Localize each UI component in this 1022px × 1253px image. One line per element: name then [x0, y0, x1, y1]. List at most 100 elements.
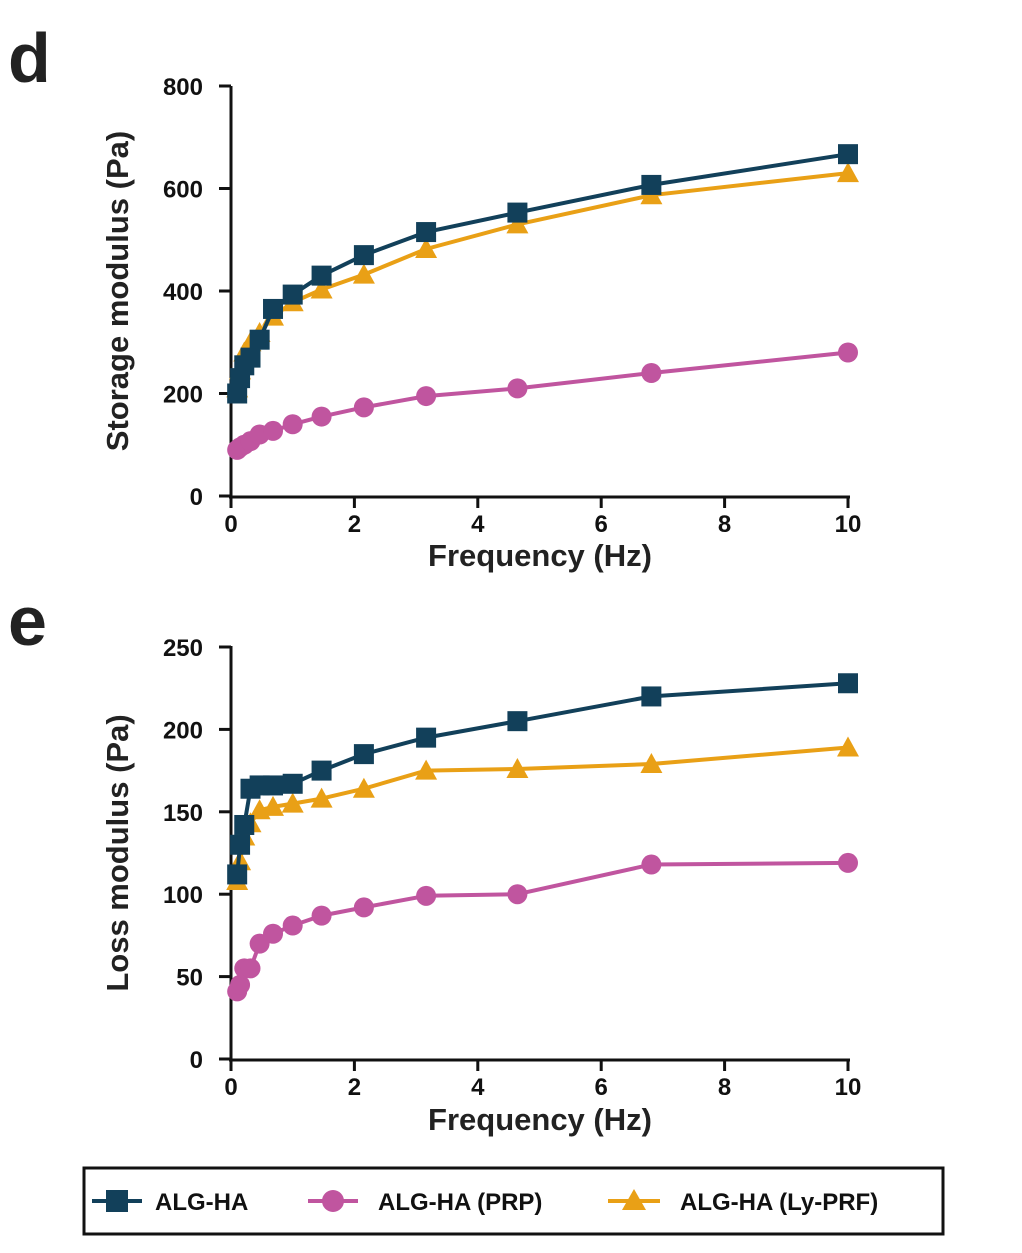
y-tick-label: 100	[163, 882, 203, 909]
data-point	[837, 736, 859, 757]
data-point	[506, 213, 529, 234]
data-point	[507, 884, 528, 905]
data-point	[507, 711, 528, 732]
data-point	[507, 202, 528, 223]
data-point	[353, 744, 374, 765]
data-point	[416, 386, 437, 407]
data-point	[641, 686, 662, 707]
data-point	[352, 263, 375, 284]
series-alg-ha-prp	[227, 342, 858, 460]
data-point	[282, 915, 303, 936]
square-marker-icon	[106, 1190, 128, 1212]
legend-label: ALG-HA (PRP)	[378, 1189, 542, 1216]
x-tick-label: 0	[224, 1074, 237, 1101]
data-point	[262, 795, 284, 816]
y-axis-title: Storage modulus (Pa)	[100, 131, 135, 451]
data-point	[641, 854, 662, 875]
legend-label: ALG-HA	[155, 1189, 248, 1216]
series-line	[235, 860, 849, 993]
data-point	[838, 342, 858, 363]
x-tick-label: 0	[224, 511, 237, 538]
y-tick-label: 200	[163, 382, 203, 409]
axis-ticks: 0 50 100 150 200 250 0 2 4 6 8 10	[163, 635, 861, 1101]
series-alg-ha-ly-prf	[226, 736, 859, 890]
data-point	[263, 298, 284, 319]
loss-modulus-chart: 0 50 100 150 200 250 0 2 4 6 8 10 Frequency (Hz) Lo…	[100, 635, 861, 1137]
data-point	[838, 673, 858, 694]
data-point	[240, 347, 261, 368]
x-tick-label: 4	[471, 511, 485, 538]
data-point	[641, 174, 662, 195]
legend: ALG-HA ALG-HA (PRP) ALG-HA (Ly-PRF)	[82, 1166, 945, 1236]
data-point	[281, 792, 304, 813]
data-point	[416, 222, 437, 243]
series-alg-ha	[227, 673, 858, 885]
y-tick-label: 400	[163, 279, 203, 306]
data-point	[838, 852, 858, 873]
data-point	[415, 759, 438, 780]
data-point	[507, 378, 528, 399]
data-point	[310, 787, 333, 808]
x-tick-label: 10	[835, 1074, 862, 1101]
series-alg-ha-prp	[227, 852, 858, 1002]
data-point	[311, 760, 332, 781]
data-point	[311, 406, 332, 427]
data-point	[416, 727, 437, 748]
data-point	[282, 773, 303, 794]
data-point	[227, 383, 248, 404]
data-point	[234, 814, 255, 835]
panel-label-d: d	[8, 19, 51, 97]
series-layer	[226, 673, 859, 1002]
triangle-marker-icon	[622, 1189, 646, 1210]
y-tick-label: 150	[163, 800, 203, 827]
y-tick-label: 50	[176, 965, 203, 992]
legend-item-alg-ha-ly-prf: ALG-HA (Ly-PRF)	[608, 1189, 878, 1216]
data-point	[263, 775, 284, 796]
y-tick-label: 250	[163, 635, 203, 662]
data-point	[641, 363, 662, 383]
axis-ticks: 0 200 400 600 800 0 2 4 6 8 10	[163, 74, 861, 538]
legend-label: ALG-HA (Ly-PRF)	[680, 1189, 878, 1216]
series-line	[235, 350, 849, 452]
legend-item-alg-ha-prp: ALG-HA (PRP)	[308, 1189, 542, 1216]
y-tick-label: 800	[163, 74, 203, 101]
x-tick-label: 8	[718, 511, 731, 538]
y-tick-label: 0	[190, 484, 203, 511]
y-tick-label: 0	[190, 1047, 203, 1074]
data-point	[282, 414, 303, 435]
data-point	[415, 238, 438, 258]
x-axis-title: Frequency (Hz)	[428, 1102, 652, 1137]
data-point	[353, 897, 374, 918]
series-layer	[226, 144, 859, 460]
data-point	[311, 905, 332, 926]
data-point	[227, 864, 248, 885]
x-tick-label: 10	[835, 511, 862, 538]
data-point	[416, 885, 437, 906]
y-tick-label: 600	[163, 177, 203, 204]
y-axis-title: Loss modulus (Pa)	[100, 714, 135, 991]
panel-label-e: e	[8, 582, 47, 660]
y-tick-label: 200	[163, 717, 203, 744]
legend-frame	[82, 1166, 945, 1236]
data-point	[640, 753, 663, 773]
data-point	[310, 278, 333, 299]
data-point	[837, 162, 859, 183]
x-tick-label: 4	[471, 1074, 485, 1101]
data-point	[311, 265, 332, 286]
data-point	[506, 758, 529, 778]
data-point	[240, 958, 261, 979]
x-tick-label: 6	[595, 511, 608, 538]
data-point	[230, 834, 251, 855]
x-tick-label: 2	[348, 1074, 361, 1101]
x-tick-label: 2	[348, 511, 361, 538]
data-point	[263, 420, 284, 441]
data-point	[353, 397, 374, 418]
data-point	[353, 245, 374, 266]
legend-item-alg-ha: ALG-HA	[92, 1189, 248, 1216]
storage-modulus-chart: 0 200 400 600 800 0 2 4 6 8 10 Frequency (Hz) Stor…	[100, 74, 861, 573]
data-point	[263, 923, 284, 944]
data-point	[352, 777, 375, 798]
data-point	[838, 144, 858, 165]
data-point	[249, 329, 270, 350]
